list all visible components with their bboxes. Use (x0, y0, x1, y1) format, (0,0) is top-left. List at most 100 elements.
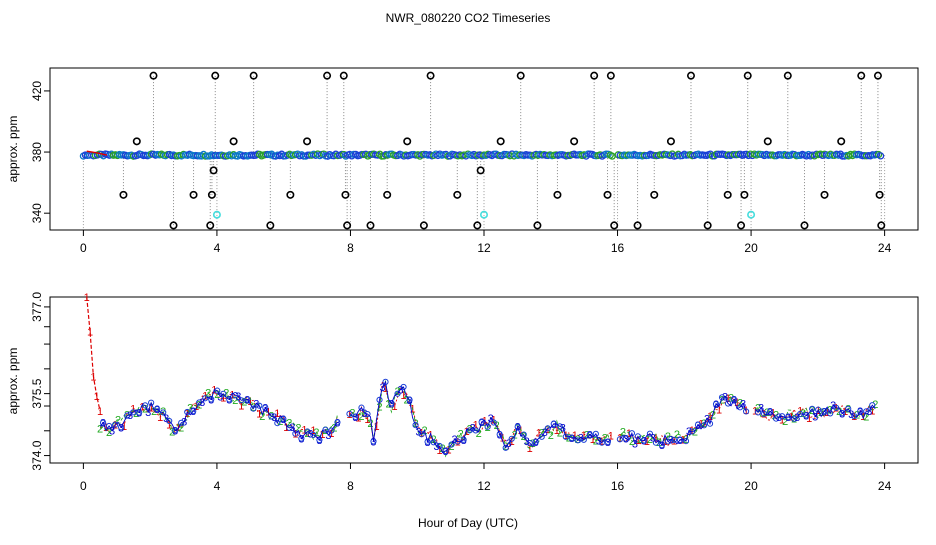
bottom-marker-1: 1 (707, 411, 713, 423)
bottom-point (562, 433, 569, 440)
top-spike-point (603, 190, 612, 199)
bottom-marker-1: 1 (184, 408, 190, 420)
bottom-xtick-label: 0 (80, 479, 87, 493)
bottom-marker-3: 3 (659, 440, 665, 452)
bottom-point (532, 438, 539, 445)
bottom-point (538, 433, 545, 440)
bottom-marker-1: 1 (84, 292, 90, 304)
bottom-point (430, 439, 437, 446)
bottom-marker-3: 3 (452, 434, 458, 446)
bottom-marker-1: 1 (473, 420, 479, 432)
bottom-point (526, 439, 533, 447)
bottom-marker-1: 1 (400, 390, 406, 402)
bottom-point (310, 431, 317, 439)
bottom-point (478, 419, 485, 426)
bottom-point (646, 430, 654, 437)
bottom-ytick-label: 377.0 (30, 292, 44, 322)
bottom-marker-1: 1 (94, 391, 100, 403)
top-spike-point (266, 221, 275, 230)
bottom-marker-3: 3 (650, 433, 656, 445)
bottom-marker-2: 2 (313, 427, 319, 439)
top-xtick-label: 24 (878, 241, 892, 255)
top-baseline-point (876, 152, 885, 160)
bottom-marker-1: 1 (220, 393, 226, 405)
bottom-marker-3: 3 (821, 406, 827, 418)
bottom-marker-1: 1 (635, 435, 641, 447)
bottom-point (827, 410, 834, 417)
bottom-point (472, 427, 479, 434)
bottom-point (418, 431, 425, 438)
bottom-point (274, 419, 281, 427)
top-calibration-point (479, 210, 488, 219)
bottom-marker-2: 2 (151, 406, 157, 418)
top-spike-point (837, 137, 846, 146)
bottom-marker-2: 2 (232, 395, 238, 407)
bottom-marker-1: 1 (455, 437, 461, 449)
bottom-point (346, 410, 353, 417)
bottom-marker-3: 3 (109, 426, 115, 438)
bottom-point (791, 415, 798, 422)
bottom-marker-1: 1 (139, 401, 145, 413)
bottom-marker-1: 1 (157, 412, 163, 424)
top-spike-point (366, 221, 375, 230)
bottom-marker-1: 1 (148, 403, 154, 415)
bottom-marker-3: 3 (325, 430, 331, 442)
bottom-marker-2: 2 (106, 427, 112, 439)
bottom-marker-2: 2 (728, 392, 734, 404)
bottom-marker-2: 2 (836, 406, 842, 418)
bottom-marker-3: 3 (217, 392, 223, 404)
bottom-point (226, 396, 233, 403)
bottom-point (496, 431, 503, 438)
bottom-marker-1: 1 (166, 420, 172, 432)
top-spike-point (763, 137, 772, 146)
bottom-marker-2: 2 (295, 423, 301, 435)
bottom-marker-3: 3 (334, 417, 340, 429)
bottom-point (676, 436, 684, 444)
bottom-marker-1: 1 (599, 436, 605, 448)
bottom-marker-3: 3 (794, 412, 800, 424)
bottom-marker-1: 1 (319, 429, 325, 441)
bottom-marker-2: 2 (701, 418, 707, 430)
bottom-marker-3: 3 (208, 394, 214, 406)
bottom-marker-2: 2 (755, 403, 761, 415)
bottom-marker-3: 3 (163, 413, 169, 425)
bottom-point (809, 405, 816, 412)
bottom-marker-1: 1 (419, 427, 425, 439)
bottom-marker-1: 1 (202, 390, 208, 402)
bottom-marker-1: 1 (328, 428, 334, 440)
top-spike-point (857, 71, 866, 80)
bottom-point (628, 430, 635, 437)
bottom-point (718, 394, 726, 401)
bottom-point (112, 421, 119, 428)
top-ytick-label: 420 (30, 81, 44, 101)
bottom-marker-2: 2 (584, 430, 590, 442)
bottom-marker-3: 3 (235, 391, 241, 403)
bottom-marker-2: 2 (133, 408, 139, 420)
top-spike-point (820, 190, 829, 199)
bottom-point (700, 422, 708, 429)
bottom-xtick-label: 8 (347, 479, 354, 493)
bottom-point (256, 402, 263, 409)
bottom-marker-2: 2 (629, 436, 635, 448)
bottom-marker-3: 3 (226, 394, 232, 406)
bottom-marker-2: 2 (358, 411, 364, 423)
chart-title: NWR_080220 CO2 Timeseries (386, 11, 551, 25)
bottom-marker-1: 1 (860, 411, 866, 423)
bottom-marker-1: 1 (103, 422, 109, 434)
top-spike-point (666, 137, 675, 146)
bottom-marker-3: 3 (605, 437, 611, 449)
bottom-marker-2: 2 (548, 430, 554, 442)
bottom-point (622, 435, 629, 442)
top-spike-point (189, 190, 198, 199)
bottom-marker-1: 1 (247, 396, 253, 408)
bottom-point (99, 419, 107, 426)
top-spike-point (873, 71, 882, 80)
bottom-point (394, 390, 401, 397)
bottom-marker-1: 1 (274, 408, 280, 420)
bottom-point (364, 410, 371, 418)
bottom-marker-3: 3 (470, 423, 476, 435)
top-spike-point (119, 190, 128, 199)
bottom-marker-3: 3 (587, 430, 593, 442)
top-ytick-label: 340 (30, 203, 44, 223)
